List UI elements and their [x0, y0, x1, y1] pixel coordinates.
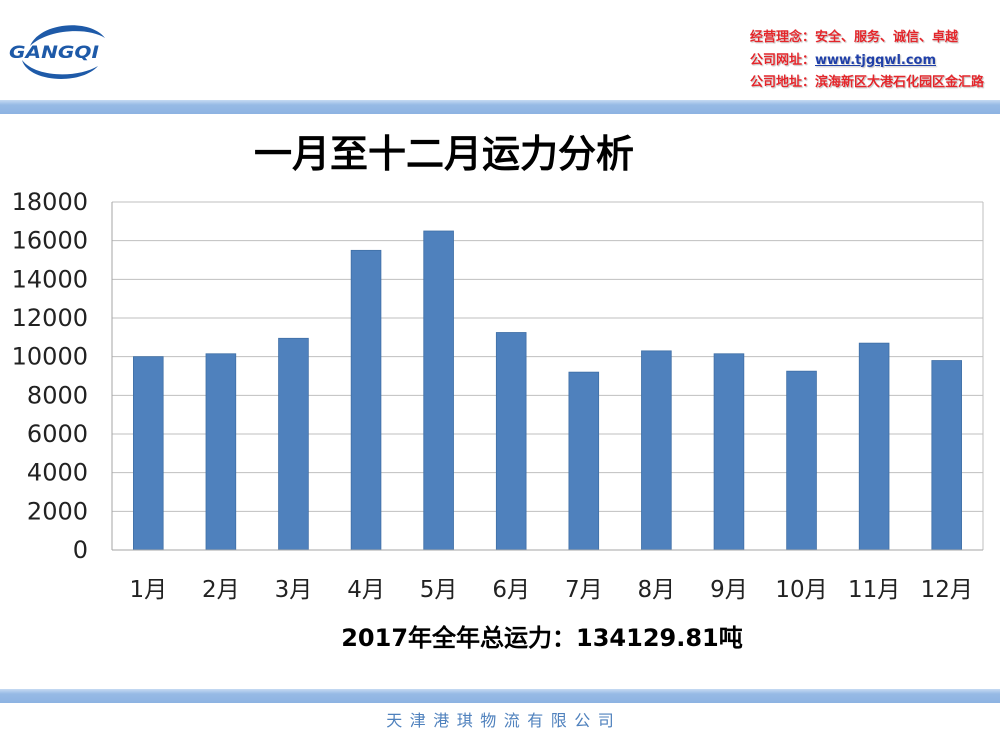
bar-month-11: [858, 342, 890, 551]
bar-month-3: [278, 337, 309, 551]
y-tick-label-18000: 18000: [12, 188, 88, 216]
x-tick-label-month-1: 1月: [129, 577, 167, 603]
footer-company-name: 天津港琪物流有限公司: [386, 711, 622, 730]
bar-month-12: [931, 360, 962, 551]
philosophy-text: 经营理念：安全、服务、诚信、卓越: [750, 30, 959, 45]
bar-chart: 0 2000 4000 6000 8000 10000 12000 14000 16000 180…: [12, 188, 984, 603]
bar-month-10: [786, 370, 817, 551]
logo-text: GANGQI: [9, 43, 99, 63]
y-tick-label-2000: 2000: [27, 497, 88, 525]
y-tick-label-4000: 4000: [27, 459, 88, 487]
bar-month-8: [641, 350, 672, 551]
website-label: 公司网址：: [750, 52, 816, 68]
y-tick-label-10000: 10000: [12, 343, 88, 371]
footer-band: [0, 689, 1000, 703]
bar-month-4: [350, 249, 382, 551]
x-tick-label-month-2: 2月: [202, 577, 240, 603]
bar-month-9: [713, 353, 745, 551]
logo-swoosh-lower: [22, 60, 98, 79]
y-tick-label-0: 0: [73, 536, 88, 564]
website-row: 公司网址：www.tjgqwl.com: [750, 50, 984, 73]
bar-month-7: [568, 371, 600, 551]
y-tick-label-16000: 16000: [12, 227, 88, 255]
x-tick-label-month-6: 6月: [492, 577, 530, 603]
website-link[interactable]: www.tjgqwl.com: [815, 52, 937, 68]
x-tick-label-month-7: 7月: [565, 577, 603, 603]
chart-title: 一月至十二月运力分析: [253, 132, 634, 176]
y-tick-label-12000: 12000: [12, 304, 88, 332]
y-tick-label-14000: 14000: [12, 265, 88, 293]
y-tick-label-8000: 8000: [27, 381, 88, 409]
bar-month-1: [133, 356, 164, 551]
bar-month-5: [423, 230, 454, 551]
x-tick-label-month-5: 5月: [420, 577, 458, 603]
bar-month-6: [495, 332, 527, 551]
x-tick-label-month-12: 12月: [921, 577, 973, 603]
x-tick-label-month-8: 8月: [638, 577, 676, 603]
header-band: [0, 100, 1000, 114]
x-tick-label-month-10: 10月: [775, 577, 827, 603]
company-info: 经营理念：安全、服务、诚信、卓越 公司网址：www.tjgqwl.com 公司地…: [750, 27, 984, 95]
bar-month-2: [205, 353, 237, 551]
gangqi-logo: GANGQI: [9, 25, 105, 79]
address-text: 公司地址：滨海新区大港石化园区金汇路: [750, 75, 985, 90]
x-tick-label-month-4: 4月: [347, 577, 385, 603]
x-tick-label-month-3: 3月: [275, 577, 313, 603]
summary-text: 2017年全年总运力：134129.81吨: [341, 624, 743, 652]
logo-swoosh-upper: [30, 25, 105, 46]
x-tick-label-month-11: 11月: [848, 577, 900, 603]
y-tick-label-6000: 6000: [27, 420, 88, 448]
x-tick-label-month-9: 9月: [710, 577, 748, 603]
